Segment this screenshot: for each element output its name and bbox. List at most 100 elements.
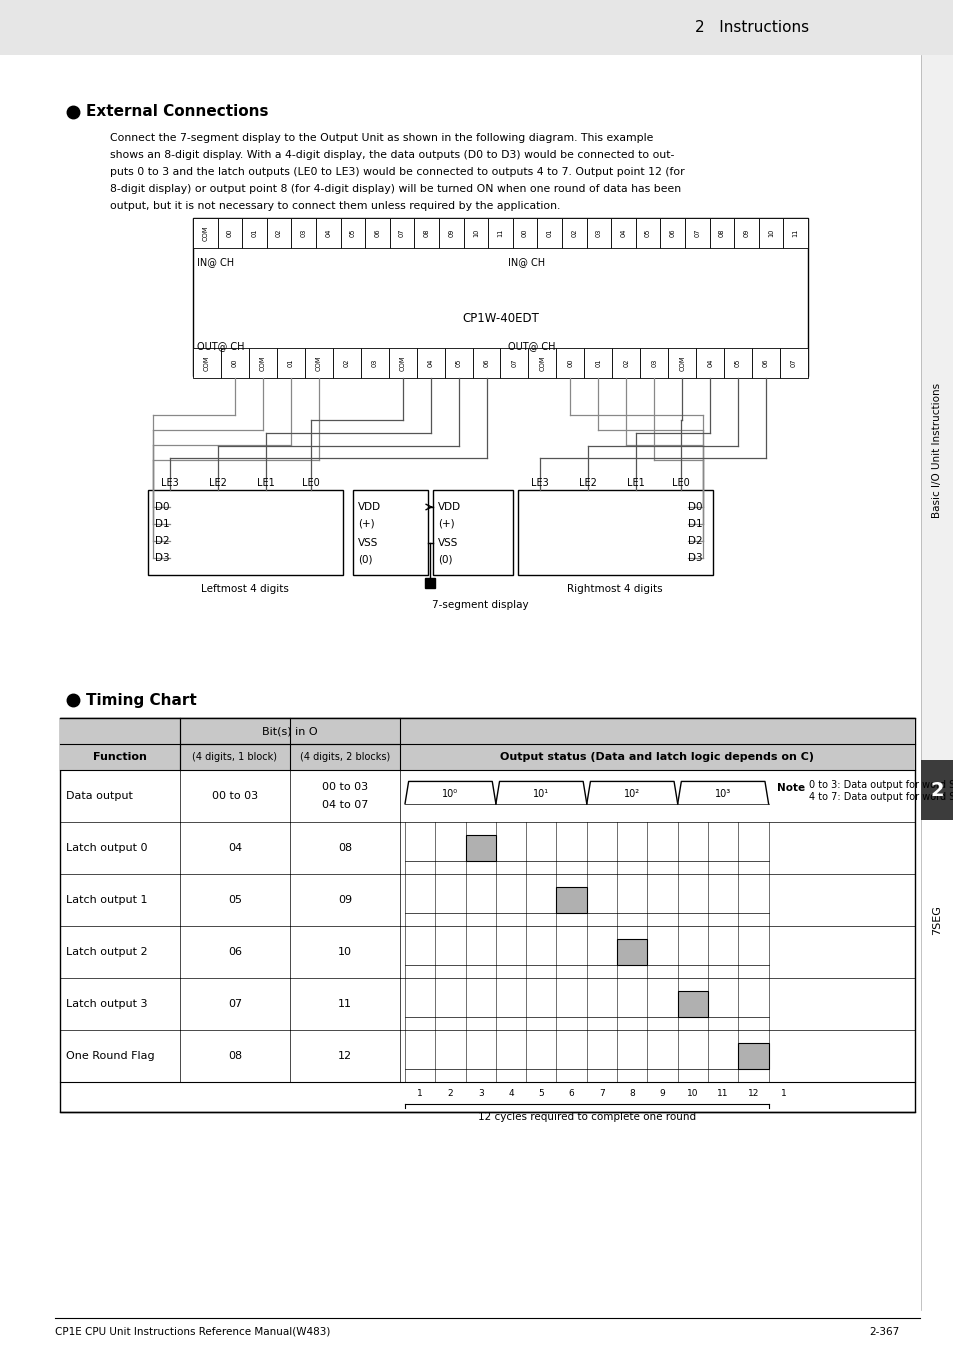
Text: (0): (0) [437,554,452,564]
Text: 07: 07 [790,359,796,367]
Text: 2-367: 2-367 [869,1327,899,1336]
Text: 1: 1 [781,1089,786,1099]
Bar [353,490,428,575]
Text: COM: COM [204,355,210,371]
Text: Rightmost 4 digits: Rightmost 4 digits [567,585,662,594]
Text: IN@ CH: IN@ CH [196,256,233,267]
Bar [433,490,513,575]
Text: 10: 10 [767,228,773,238]
Text: External Connections: External Connections [86,104,268,120]
Text: 07: 07 [511,359,517,367]
Text: D2: D2 [687,536,702,545]
Text: 03: 03 [651,359,657,367]
Text: OUT@ CH: OUT@ CH [507,342,555,351]
Bar [425,578,435,589]
Text: 01: 01 [546,228,552,238]
Text: Function: Function [93,752,147,761]
Text: (0): (0) [357,554,372,564]
Bar [920,55,953,760]
Text: 12: 12 [337,1052,352,1061]
Text: 11: 11 [497,230,503,238]
Text: 00: 00 [521,228,528,238]
Bar [60,744,914,769]
Bar [217,217,242,248]
Text: 04: 04 [706,359,713,367]
Text: (4 digits, 2 blocks): (4 digits, 2 blocks) [299,752,390,761]
Text: Data output: Data output [66,791,132,801]
Text: 08: 08 [719,228,724,238]
Text: D3: D3 [687,554,702,563]
Text: 11: 11 [337,999,352,1008]
Bar [920,760,953,819]
Text: COM: COM [259,355,266,371]
Polygon shape [465,836,496,861]
Bar [488,217,513,248]
Text: Note: Note [776,783,804,794]
Text: LE0: LE0 [302,478,319,487]
Text: 09: 09 [742,228,749,238]
Bar [586,217,611,248]
Text: LE1: LE1 [626,478,644,487]
Text: 03: 03 [372,359,377,367]
Text: 07: 07 [398,228,405,238]
Text: VSS: VSS [437,539,457,548]
Text: 2   Instructions: 2 Instructions [695,20,808,35]
Text: 06: 06 [669,228,675,238]
Text: 06: 06 [375,228,380,238]
Text: 04 to 07: 04 to 07 [321,799,368,810]
Text: shows an 8-digit display. With a 4-digit display, the data outputs (D0 to D3) wo: shows an 8-digit display. With a 4-digit… [110,150,674,161]
Bar [782,217,807,248]
Text: 4 to 7: Data output for word S+1: 4 to 7: Data output for word S+1 [808,792,953,802]
Text: Latch output 1: Latch output 1 [66,895,148,905]
Text: D3: D3 [154,554,170,563]
Text: 09: 09 [448,228,454,238]
Text: 11: 11 [717,1089,728,1099]
Bar [388,348,416,378]
Text: LE0: LE0 [672,478,689,487]
Polygon shape [556,887,586,913]
Bar [390,217,414,248]
Bar [360,348,388,378]
Text: output, but it is not necessary to connect them unless required by the applicati: output, but it is not necessary to conne… [110,201,559,211]
Polygon shape [677,991,707,1017]
Text: 07: 07 [694,228,700,238]
Bar [734,217,758,248]
Text: 0 to 3: Data output for word S: 0 to 3: Data output for word S [808,779,953,790]
Text: 04: 04 [619,228,626,238]
Bar [276,348,305,378]
Text: D0: D0 [154,502,170,512]
Text: Leftmost 4 digits: Leftmost 4 digits [201,585,289,594]
Bar [513,217,537,248]
Text: 09: 09 [337,895,352,905]
Text: Latch output 0: Latch output 0 [66,842,148,853]
Text: 02: 02 [622,359,629,367]
Text: D1: D1 [154,518,170,529]
Text: 11: 11 [792,230,798,238]
Text: D2: D2 [154,536,170,545]
Bar [340,217,365,248]
Bar [611,217,635,248]
Bar [365,217,390,248]
Polygon shape [738,1044,768,1069]
Text: 5: 5 [537,1089,543,1099]
Text: 05: 05 [735,359,740,367]
Text: 7: 7 [598,1089,604,1099]
Text: 00 to 03: 00 to 03 [321,782,368,792]
Text: LE3: LE3 [161,478,178,487]
Text: LE2: LE2 [578,478,597,487]
Bar [780,348,807,378]
Text: (+): (+) [357,518,375,528]
Text: LE2: LE2 [209,478,227,487]
Text: 1: 1 [416,1089,422,1099]
Text: COM: COM [202,225,208,240]
Text: One Round Flag: One Round Flag [66,1052,154,1061]
Bar [561,217,586,248]
Bar [500,348,528,378]
Text: 04: 04 [427,359,434,367]
Text: 05: 05 [350,228,355,238]
Text: 00 to 03: 00 to 03 [212,791,258,801]
Text: 01: 01 [595,359,600,367]
Text: 12 cycles required to complete one round: 12 cycles required to complete one round [477,1112,695,1122]
Text: 05: 05 [456,359,461,367]
Text: 02: 02 [571,228,577,238]
